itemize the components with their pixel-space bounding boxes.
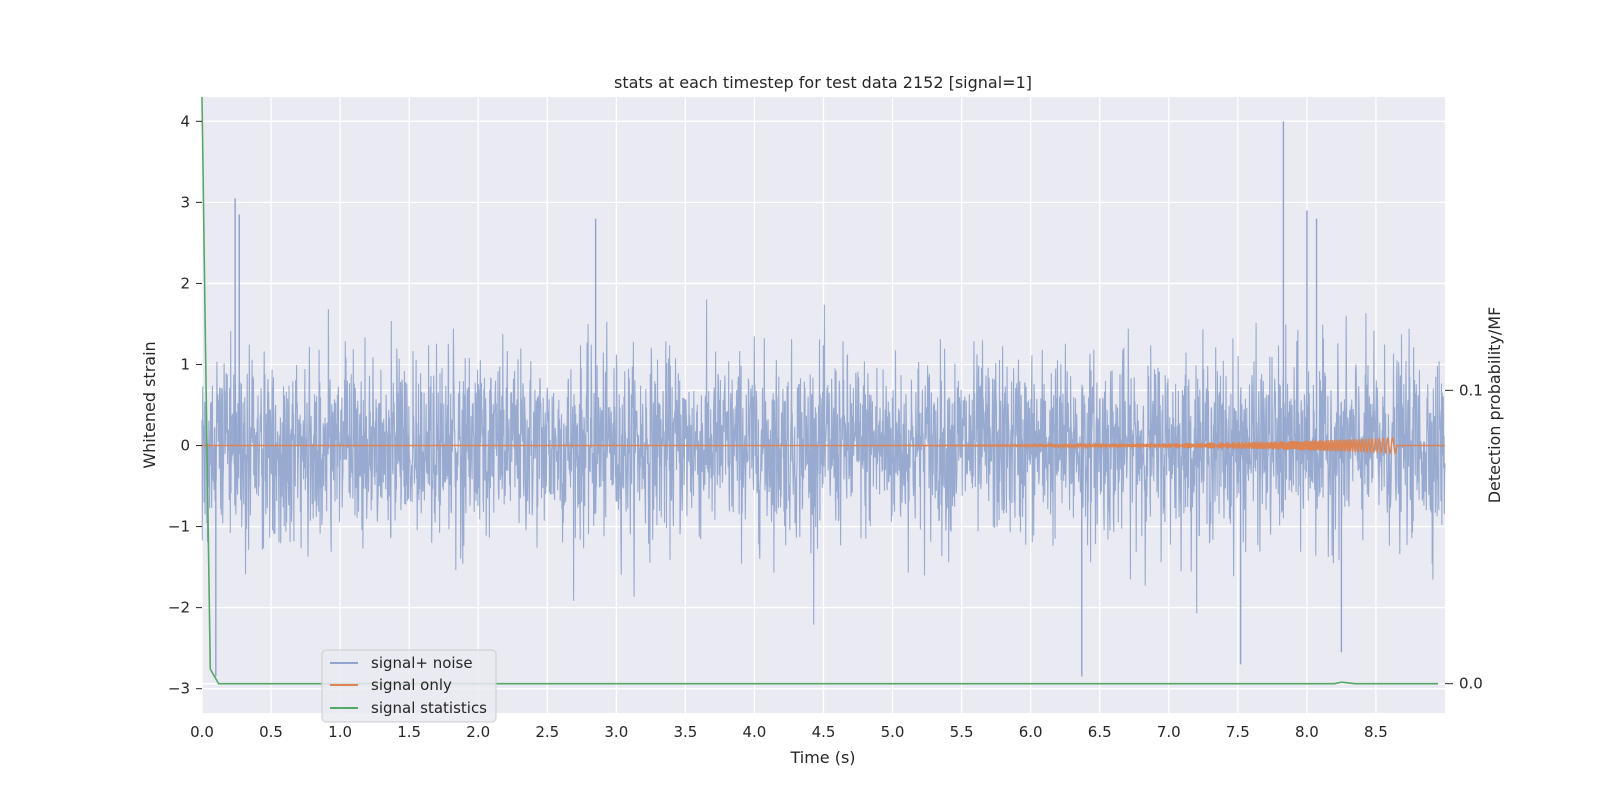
x-tick-label: 4.5 — [812, 723, 836, 741]
x-tick-label: 7.5 — [1226, 723, 1250, 741]
y-tick-label: −2 — [168, 599, 190, 617]
y-tick-label: 0 — [180, 437, 190, 455]
series-signal-only-line — [202, 436, 1445, 456]
x-tick-label: 5.5 — [950, 723, 974, 741]
x-tick-label: 3.0 — [604, 723, 628, 741]
y-tick-label: −1 — [168, 518, 190, 536]
legend-label-signal-only: signal only — [371, 676, 452, 694]
legend-label-signal-statistics: signal statistics — [371, 699, 487, 717]
y-tick-label: −3 — [168, 680, 190, 698]
axis-layer: 0.0 0.5 1.0 1.5 2.0 2.5 3.0 3.5 4.0 4.5 5.0 5.5 6.0 6… — [168, 112, 1483, 741]
series-layer — [201, 96, 1446, 685]
x-tick-label: 4.0 — [743, 723, 767, 741]
y2-axis-title: Detection probability/MF — [1485, 307, 1504, 504]
x-tick-label: 0.5 — [259, 723, 283, 741]
x-tick-label: 0.0 — [190, 723, 214, 741]
x-tick-label: 3.5 — [673, 723, 697, 741]
x-tick-label: 8.5 — [1364, 723, 1388, 741]
chart-title: stats at each timestep for test data 215… — [614, 73, 1032, 92]
y-tick-label: 2 — [180, 274, 190, 292]
x-tick-label: 8.0 — [1295, 723, 1319, 741]
x-tick-label: 6.0 — [1019, 723, 1043, 741]
x-tick-label: 1.0 — [328, 723, 352, 741]
y-tick-label: 4 — [180, 112, 190, 130]
x-tick-label: 1.5 — [397, 723, 421, 741]
x-tick-label: 2.0 — [466, 723, 490, 741]
series-signal-noise-line — [201, 299, 1446, 625]
y-tick-label: 3 — [180, 193, 190, 211]
legend-label-signal-noise: signal+ noise — [371, 654, 473, 672]
y2-tick-label: 0.0 — [1459, 675, 1483, 693]
x-tick-label: 7.0 — [1157, 723, 1181, 741]
y2-tick-label: 0.1 — [1459, 381, 1483, 399]
x-axis-title: Time (s) — [789, 748, 855, 767]
x-tick-label: 5.0 — [881, 723, 905, 741]
y-axis-title: Whitened strain — [140, 341, 159, 468]
legend-box — [321, 649, 497, 723]
x-tick-label: 2.5 — [535, 723, 559, 741]
x-tick-label: 6.5 — [1088, 723, 1112, 741]
series-signal-statistics-line — [201, 96, 1439, 685]
legend: signal+ noise signal only signal statist… — [321, 649, 497, 723]
y-tick-label: 1 — [180, 355, 190, 373]
